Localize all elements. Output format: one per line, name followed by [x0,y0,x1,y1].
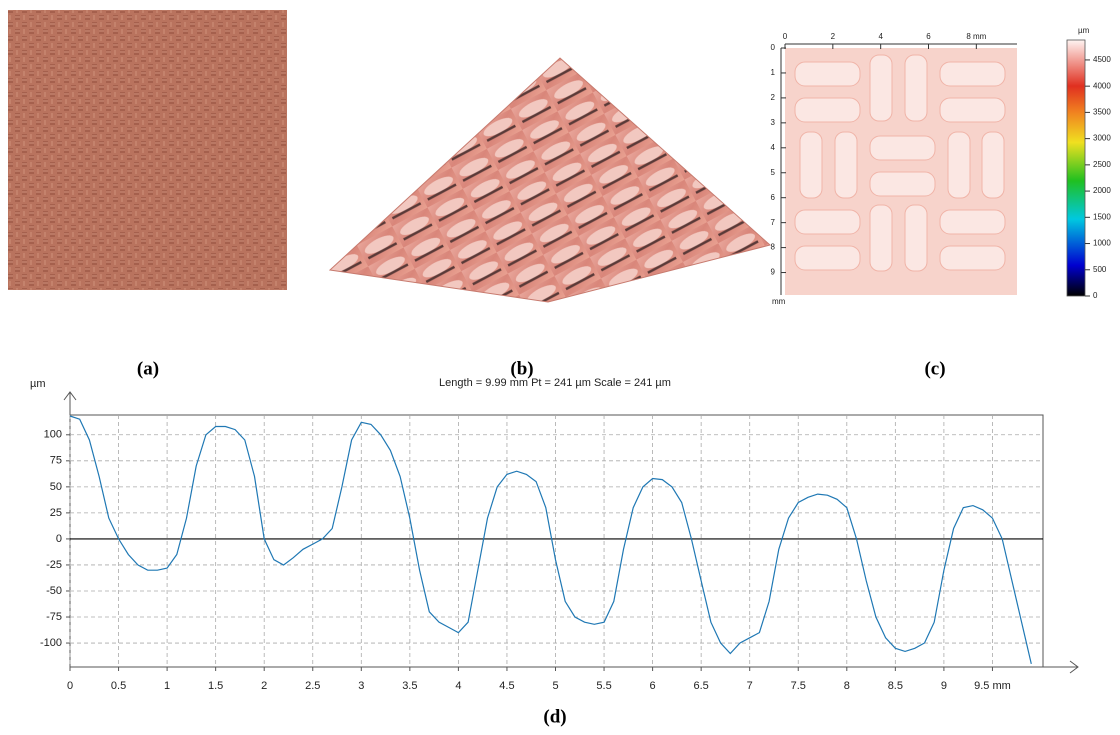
chart-title: Length = 9.99 mm Pt = 241 µm Scale = 241… [439,377,671,389]
x-tick-label: 5.5 [596,680,611,692]
y-tick-label: 50 [50,481,62,493]
colorbar-tick-label: 3500 [1093,108,1111,117]
y-tick-label: 8 [771,243,776,252]
x-tick-label: 1.5 [208,680,223,692]
x-tick-label: 4 [455,680,461,692]
x-tick-label: 4 [878,32,883,41]
y-unit: mm [772,297,786,306]
fabric-photo [8,10,287,290]
x-tick-label: 0 [67,680,73,692]
colorbar [1066,39,1086,297]
panel-b-surface [328,57,772,303]
x-tick-label: 8 [844,680,850,692]
x-tick-label: 6 [650,680,656,692]
y-tick-label: 6 [771,193,776,202]
y-tick-label: 7 [771,218,776,227]
colorbar-tick-label: 2000 [1093,186,1111,195]
colorbar-tick-label: 1000 [1093,239,1111,248]
y-tick-label: 25 [50,507,62,519]
y-tick-label: 100 [44,429,62,441]
x-tick-label: 5 [552,680,558,692]
x-tick-label: 1 [164,680,170,692]
x-tick-label: 3.5 [402,680,417,692]
x-tick-label: 2.5 [305,680,320,692]
panel-label: (d) [543,706,566,727]
colorbar-tick-label: 2500 [1093,160,1111,169]
y-axis-label: µm [30,378,46,390]
colorbar-tick-label: 1500 [1093,212,1111,221]
x-tick-label: 8.5 [888,680,903,692]
weave-pattern [794,54,1006,272]
panel-label: (c) [924,358,945,379]
x-tick-label: 7.5 [791,680,806,692]
y-tick-label: 2 [771,93,776,102]
y-tick-label: 1 [771,68,776,77]
y-tick-label: 75 [50,455,62,467]
x-tick-label: 0 [783,32,788,41]
colorbar-tick-label: 4000 [1093,81,1111,90]
y-tick-label: -50 [46,585,62,597]
colorbar-tick-label: 3000 [1093,134,1111,143]
panel-a-image [8,10,287,290]
colorbar-unit: µm [1078,26,1090,35]
x-tick-label: 9 [941,680,947,692]
colorbar-tick-label: 4500 [1093,55,1111,64]
y-tick-label: -25 [46,559,62,571]
y-tick-label: 0 [771,43,776,52]
y-tick-label: 4 [771,143,776,152]
x-tick-label: 2 [831,32,836,41]
axis-arrows [63,391,1079,674]
panel-c-map: µm mm [772,26,1090,306]
x-tick-label: 3 [358,680,364,692]
y-tick-label: 5 [771,168,776,177]
x-tick-label: 8 mm [966,32,986,41]
axis-line [780,43,1017,295]
y-tick-label: -100 [40,637,62,649]
panel-label: (a) [137,358,159,379]
y-tick-label: -75 [46,611,62,623]
y-tick-label: 3 [771,118,776,127]
y-tick-label: 0 [56,533,62,545]
profile-line [69,415,1032,665]
x-tick-label: 7 [747,680,753,692]
panel-label: (b) [510,358,533,379]
x-tick-label: 9.5 mm [974,680,1011,692]
x-tick-label: 6.5 [694,680,709,692]
x-tick-label: 4.5 [499,680,514,692]
x-tick-label: 2 [261,680,267,692]
x-tick-label: 0.5 [111,680,126,692]
x-tick-label: 6 [926,32,931,41]
surface-3d [328,57,772,303]
y-tick-label: 9 [771,268,776,277]
colorbar-tick-label: 0 [1093,291,1098,300]
colorbar-tick-label: 500 [1093,265,1107,274]
